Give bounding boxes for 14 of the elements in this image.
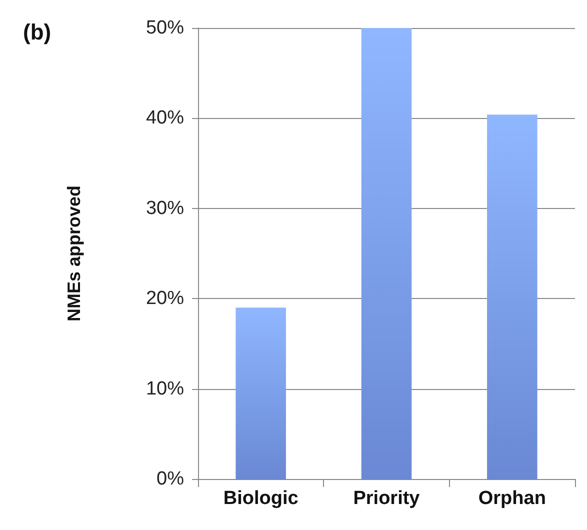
y-tick-label: 10% <box>146 378 184 400</box>
chart-title: (b) <box>23 20 52 44</box>
y-tick-label: 40% <box>146 108 184 129</box>
bar <box>487 114 538 479</box>
x-tick-label: Orphan <box>478 488 546 509</box>
bar <box>236 308 286 479</box>
y-axis-title: NMEs approved <box>64 185 84 322</box>
bar <box>361 28 412 479</box>
y-tick-label: 0% <box>156 468 184 490</box>
y-tick-label: 50% <box>146 18 184 38</box>
x-tick-label: Priority <box>353 488 420 509</box>
x-tick-label: Biologic <box>223 488 299 509</box>
y-tick-label: 20% <box>146 288 184 310</box>
y-tick-label: 30% <box>146 198 184 219</box>
